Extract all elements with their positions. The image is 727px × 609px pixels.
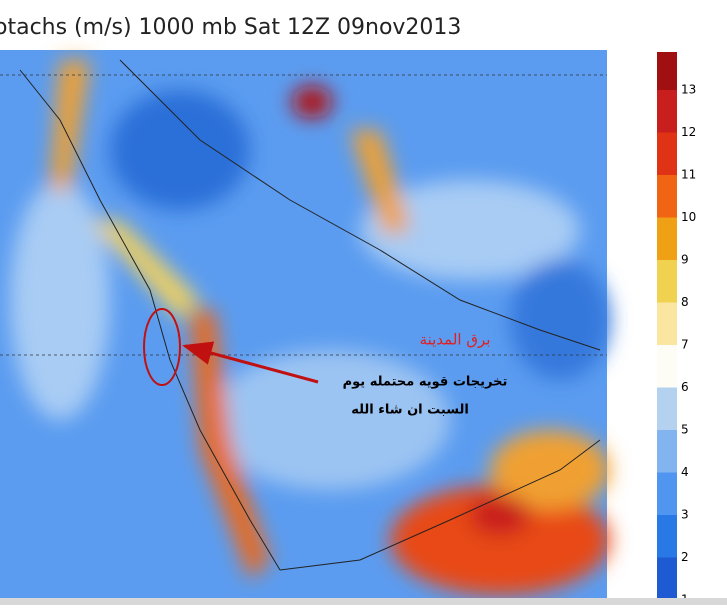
colorbar-label: 2 bbox=[681, 550, 689, 564]
colorbar-swatch bbox=[657, 217, 677, 260]
colorbar-label: 6 bbox=[681, 380, 689, 394]
colorbar-label: 3 bbox=[681, 508, 689, 522]
colorbar-swatch bbox=[657, 52, 677, 90]
colorbar-label: 7 bbox=[681, 338, 689, 352]
note-line: تخريجات قويه محتمله يوم bbox=[343, 375, 508, 390]
colorbar-label: 8 bbox=[681, 295, 689, 309]
colorbar-swatch bbox=[657, 345, 677, 388]
colorbar-swatch bbox=[657, 557, 677, 598]
scrollbar bbox=[0, 598, 727, 605]
colorbar-swatch bbox=[657, 175, 677, 218]
colorbar-label: 13 bbox=[681, 83, 696, 97]
colorbar-swatch bbox=[657, 132, 677, 175]
colorbar-swatch bbox=[657, 260, 677, 303]
colorbar-swatch bbox=[657, 302, 677, 345]
highlight-ellipse bbox=[143, 308, 181, 386]
place-label: برق المدينة bbox=[420, 331, 491, 349]
colorbar-label: 12 bbox=[681, 125, 696, 139]
colorbar: 13121110987654321 bbox=[657, 52, 696, 607]
colorbar-label: 4 bbox=[681, 465, 689, 479]
map-title: otachs (m/s) 1000 mb Sat 12Z 09nov2013 bbox=[0, 15, 461, 40]
colorbar-label: 11 bbox=[681, 168, 696, 182]
colorbar-swatch bbox=[657, 515, 677, 558]
note-line: السبت ان شاء الله bbox=[351, 403, 469, 418]
colorbar-swatch bbox=[657, 90, 677, 133]
colorbar-label: 5 bbox=[681, 423, 689, 437]
map-field bbox=[0, 50, 610, 600]
colorbar-swatch bbox=[657, 472, 677, 515]
colorbar-label: 9 bbox=[681, 253, 689, 267]
colorbar-label: 10 bbox=[681, 210, 696, 224]
colorbar-swatch bbox=[657, 387, 677, 430]
colorbar-swatch bbox=[657, 430, 677, 473]
pointer-arrow bbox=[182, 341, 319, 384]
